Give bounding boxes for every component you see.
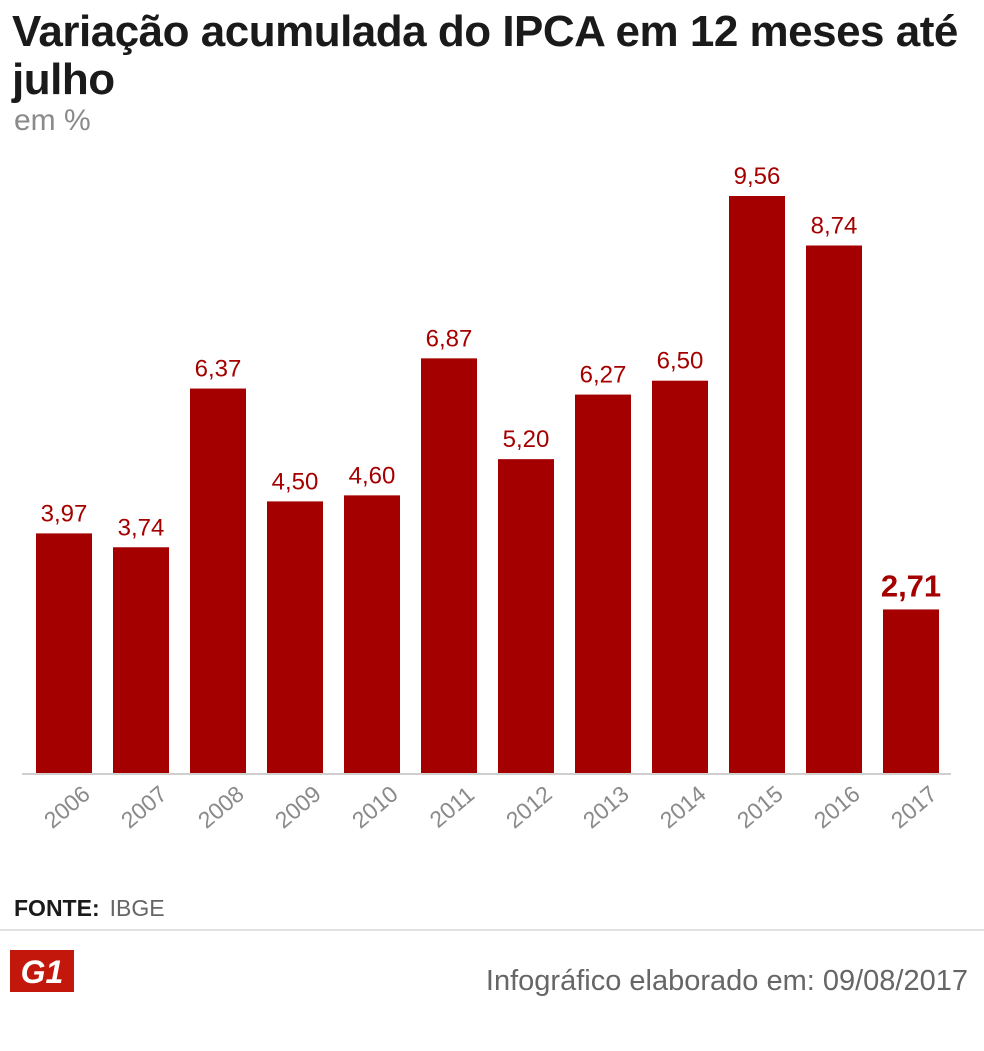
bar-2013 <box>575 394 631 773</box>
x-tick-label-2015: 2015 <box>732 780 788 833</box>
logo-background <box>10 950 74 992</box>
value-label-2012: 5,20 <box>503 426 550 453</box>
g1-logo: G1 <box>10 950 74 997</box>
bar-2006 <box>36 533 92 773</box>
value-label-2010: 4,60 <box>349 462 396 489</box>
bar-2016 <box>806 245 862 773</box>
source-value: IBGE <box>109 895 165 921</box>
x-tick-label-2011: 2011 <box>425 781 480 833</box>
footer-divider <box>0 929 984 931</box>
bar-2011 <box>421 358 477 773</box>
logo-text: G1 <box>21 954 64 990</box>
x-tick-label-2009: 2009 <box>270 780 326 833</box>
chart-title: Variação acumulada do IPCA em 12 meses a… <box>12 7 958 104</box>
bar-2015 <box>729 196 785 773</box>
source-label: FONTE: <box>14 895 100 921</box>
x-tick-label-2007: 2007 <box>116 780 172 833</box>
credit-line: Infográfico elaborado em: 09/08/2017 <box>485 965 968 997</box>
value-label-2014: 6,50 <box>657 348 704 375</box>
value-label-2009: 4,50 <box>272 468 319 495</box>
chart-subtitle: em % <box>14 104 91 137</box>
x-tick-label-2010: 2010 <box>347 780 403 833</box>
bar-2014 <box>652 380 708 773</box>
bar-2009 <box>267 501 323 773</box>
bar-2010 <box>344 495 400 773</box>
bar-2017 <box>883 609 939 773</box>
bar-2007 <box>113 547 169 773</box>
bar-2008 <box>190 388 246 773</box>
value-label-2017: 2,71 <box>881 568 941 603</box>
x-tick-label-2006: 2006 <box>39 780 95 833</box>
x-tick-label-2014: 2014 <box>655 780 711 833</box>
x-tick-label-2008: 2008 <box>193 780 249 833</box>
g1-logo-icon: G1 <box>10 950 74 992</box>
source-line: FONTE: IBGE <box>14 894 165 922</box>
value-label-2015: 9,56 <box>734 163 781 190</box>
bar-chart: 3,97 2006 3,74 2007 6,37 2008 4,50 2009 4,60 2010… <box>22 163 951 833</box>
value-label-2007: 3,74 <box>118 514 165 541</box>
value-label-2008: 6,37 <box>195 356 242 383</box>
x-tick-label-2016: 2016 <box>809 780 865 833</box>
value-label-2006: 3,97 <box>41 500 88 527</box>
bar-2012 <box>498 459 554 773</box>
x-tick-label-2017: 2017 <box>886 780 942 833</box>
value-label-2011: 6,87 <box>426 325 473 352</box>
value-label-2016: 8,74 <box>811 212 858 239</box>
x-tick-label-2013: 2013 <box>578 780 634 833</box>
x-tick-label-2012: 2012 <box>501 780 557 833</box>
value-label-2013: 6,27 <box>580 362 627 389</box>
